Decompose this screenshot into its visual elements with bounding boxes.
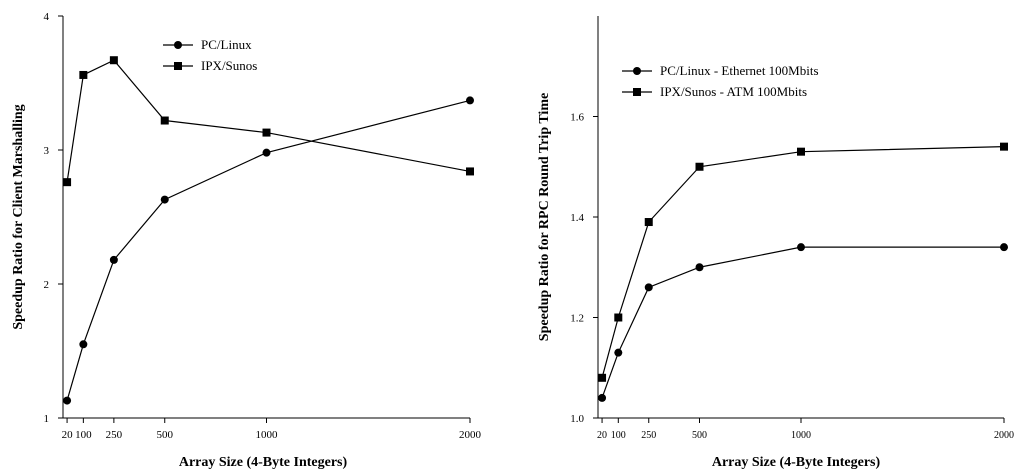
data-point bbox=[598, 373, 607, 382]
legend-marker bbox=[633, 67, 641, 75]
x-axis-label: Array Size (4-Byte Integers) bbox=[712, 455, 881, 470]
y-tick-label: 1.6 bbox=[570, 112, 584, 124]
x-tick-label: 250 bbox=[106, 429, 123, 441]
chart-rpc-round-trip: 20 100 250 500 1000 2000 1.0 1.2 1.4 1.6 Array Siz… bbox=[537, 16, 1014, 470]
series-square bbox=[598, 142, 1008, 382]
data-point bbox=[466, 167, 474, 176]
x-axis-label: Array Size (4-Byte Integers) bbox=[179, 455, 348, 470]
x-tick-label: 500 bbox=[692, 430, 707, 441]
x-tick-label: 2000 bbox=[994, 430, 1014, 441]
legend-label: PC/Linux bbox=[201, 37, 252, 52]
legend-marker bbox=[633, 88, 641, 96]
data-point bbox=[614, 313, 623, 322]
series-square bbox=[63, 56, 474, 187]
data-point bbox=[466, 96, 474, 105]
data-point bbox=[644, 218, 653, 227]
data-point bbox=[109, 255, 118, 264]
data-point bbox=[109, 56, 118, 65]
legend-marker bbox=[174, 62, 182, 70]
legend-label: IPX/Sunos bbox=[201, 58, 257, 73]
y-tick-label: 1 bbox=[44, 413, 50, 425]
y-tick-label: 1.2 bbox=[570, 313, 584, 325]
data-point bbox=[614, 348, 623, 357]
series-line bbox=[66, 99, 471, 401]
data-point bbox=[262, 148, 271, 157]
data-point bbox=[797, 147, 805, 156]
x-tick-label: 2000 bbox=[459, 429, 482, 441]
data-point bbox=[79, 70, 88, 79]
x-tick-label: 20 bbox=[597, 430, 607, 441]
y-tick-label: 1.0 bbox=[570, 413, 584, 425]
data-point bbox=[63, 178, 72, 187]
legend-entry: PC/Linux - Ethernet 100Mbits bbox=[622, 63, 819, 78]
x-tick-label: 100 bbox=[611, 430, 626, 441]
data-point bbox=[63, 396, 72, 405]
x-tick-label: 1000 bbox=[256, 429, 279, 441]
data-point bbox=[695, 263, 704, 272]
y-tick-label: 1.4 bbox=[570, 212, 584, 224]
series-line bbox=[66, 59, 471, 183]
x-tick-label: 1000 bbox=[791, 430, 811, 441]
legend-entry: IPX/Sunos bbox=[163, 58, 257, 73]
data-point bbox=[1000, 142, 1008, 151]
y-tick-label: 2 bbox=[44, 279, 50, 291]
x-tick-label: 20 bbox=[62, 429, 74, 441]
series-line bbox=[601, 246, 1004, 399]
data-point bbox=[797, 243, 805, 252]
data-point bbox=[1000, 243, 1008, 252]
chart-client-marshalling: 20 100 250 500 1000 2000 1 2 3 4 Array Size (4-Byt… bbox=[11, 11, 482, 470]
y-axis-label: Speedup Ratio for RPC Round Trip Time bbox=[537, 93, 552, 341]
y-tick-label: 4 bbox=[44, 11, 50, 23]
series-circle bbox=[598, 243, 1008, 402]
series-circle bbox=[63, 96, 474, 405]
data-point bbox=[644, 283, 653, 292]
legend-label: IPX/Sunos - ATM 100Mbits bbox=[660, 84, 807, 99]
y-axis-label: Speedup Ratio for Client Marshalling bbox=[11, 104, 26, 329]
data-point bbox=[695, 162, 704, 171]
data-point bbox=[160, 116, 169, 125]
y-tick-label: 3 bbox=[44, 145, 50, 157]
legend-marker bbox=[174, 41, 182, 49]
x-tick-label: 250 bbox=[641, 430, 656, 441]
series-line bbox=[601, 146, 1005, 378]
x-tick-label: 100 bbox=[75, 429, 92, 441]
data-point bbox=[262, 128, 271, 137]
legend-entry: PC/Linux bbox=[163, 37, 252, 52]
x-tick-label: 500 bbox=[157, 429, 174, 441]
data-point bbox=[160, 195, 169, 204]
legend-entry: IPX/Sunos - ATM 100Mbits bbox=[622, 84, 807, 99]
data-point bbox=[79, 340, 88, 349]
data-point bbox=[598, 393, 607, 402]
legend-label: PC/Linux - Ethernet 100Mbits bbox=[660, 63, 819, 78]
